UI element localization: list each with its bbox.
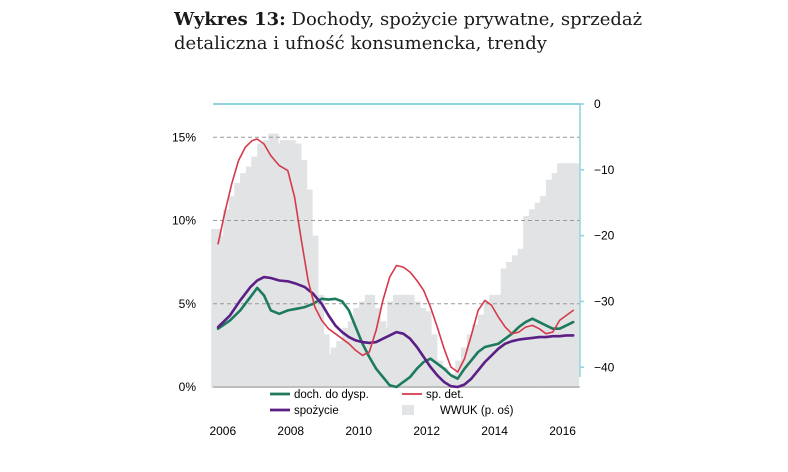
wwuk-bar xyxy=(257,143,268,388)
right-tick-label: −10 xyxy=(594,163,615,177)
wwuk-bar xyxy=(308,235,319,388)
wwuk-bar xyxy=(415,308,427,388)
left-tick-label: 15% xyxy=(172,130,196,144)
wwuk-bar xyxy=(421,311,432,388)
right-tick-label: 0 xyxy=(594,97,601,111)
x-tick-label: 2008 xyxy=(277,424,304,438)
wwuk-bar xyxy=(279,140,291,388)
left-axis-ticks: 0% 5% 10% 15% xyxy=(172,130,196,394)
wwuk-bar xyxy=(545,179,557,388)
wwuk-bar xyxy=(342,327,353,388)
chart-title: Wykres 13: Dochody, spożycie prywatne, s… xyxy=(174,8,734,56)
wwuk-bar xyxy=(562,163,574,388)
right-tick-label: −20 xyxy=(594,229,615,243)
x-axis-ticks: 2006 2008 2010 2012 2014 2016 xyxy=(209,424,576,438)
wwuk-bar xyxy=(489,294,500,388)
x-tick-label: 2016 xyxy=(549,424,576,438)
legend: doch. do dysp. spożycie sp. det. WWUK (p. o… xyxy=(270,389,514,417)
wwuk-bar xyxy=(506,261,517,388)
x-tick-label: 2010 xyxy=(345,424,372,438)
wwuk-bar xyxy=(211,229,222,388)
wwuk-bar xyxy=(240,173,251,388)
x-tick-label: 2006 xyxy=(209,424,236,438)
wwuk-bar xyxy=(347,321,359,388)
wwuk-bar xyxy=(449,373,461,388)
wwuk-bar xyxy=(381,327,393,388)
wwuk-bar xyxy=(364,294,376,388)
wwuk-bar xyxy=(234,182,245,388)
left-tick-label: 5% xyxy=(179,297,197,311)
wwuk-bar xyxy=(336,340,347,388)
wwuk-bar xyxy=(353,308,364,388)
series-line-sp-det- xyxy=(217,138,575,373)
left-tick-label: 0% xyxy=(179,380,197,394)
wwuk-bar xyxy=(392,294,404,388)
wwuk-bar xyxy=(477,314,489,388)
wwuk-bar xyxy=(540,196,551,388)
wwuk-bar xyxy=(370,308,381,388)
chart-title-text: Dochody, spożycie prywatne, sprzedaż det… xyxy=(174,9,643,54)
series-line-doch-do-dysp- xyxy=(216,286,575,389)
wwuk-bar xyxy=(313,294,325,388)
wwuk-bar xyxy=(557,163,568,388)
wwuk-bar xyxy=(217,235,228,388)
wwuk-bar xyxy=(245,166,257,388)
wwuk-bar xyxy=(251,156,262,388)
right-tick-label: −40 xyxy=(594,360,615,374)
wwuk-bar xyxy=(296,159,308,388)
wwuk-bar xyxy=(438,367,449,388)
right-axis-ticks: 0 −10 −20 −30 −40 xyxy=(580,97,615,374)
wwuk-bar xyxy=(319,334,330,388)
wwuk-bar xyxy=(376,321,387,388)
wwuk-bar xyxy=(551,173,563,388)
wwuk-bar xyxy=(517,248,529,388)
wwuk-bar xyxy=(511,255,523,388)
x-tick-label: 2014 xyxy=(481,424,508,438)
left-tick-label: 10% xyxy=(172,214,196,228)
legend-label: WWUK (p. oś) xyxy=(440,405,514,417)
wwuk-bar xyxy=(274,143,285,388)
wwuk-bar xyxy=(523,215,534,388)
series-line-spo-ycie xyxy=(216,275,575,389)
right-tick-label: −30 xyxy=(594,294,615,308)
wwuk-bar xyxy=(223,209,234,388)
wwuk-bar xyxy=(568,163,580,388)
wwuk-bar xyxy=(404,294,415,388)
wwuk-bar xyxy=(291,143,302,388)
wwuk-bar xyxy=(398,294,410,388)
wwuk-bar xyxy=(330,347,342,388)
wwuk-bar xyxy=(228,196,240,388)
wwuk-bar xyxy=(387,301,398,388)
chart-title-bold: Wykres 13: xyxy=(174,9,286,30)
wwuk-bar xyxy=(528,209,540,388)
legend-label: spożycie xyxy=(294,405,339,417)
wwuk-bar xyxy=(285,140,296,388)
legend-label: sp. det. xyxy=(426,389,464,401)
x-tick-label: 2012 xyxy=(413,424,440,438)
bar-series-wwuk xyxy=(211,133,580,388)
legend-swatch xyxy=(402,405,414,415)
legend-label: doch. do dysp. xyxy=(294,389,369,401)
wwuk-bar xyxy=(472,324,483,388)
wwuk-bar xyxy=(534,202,546,388)
wwuk-bar xyxy=(262,140,274,388)
line-series xyxy=(216,138,575,389)
wwuk-bar xyxy=(268,133,279,388)
wwuk-bar xyxy=(325,354,336,388)
wwuk-bar xyxy=(443,377,455,388)
